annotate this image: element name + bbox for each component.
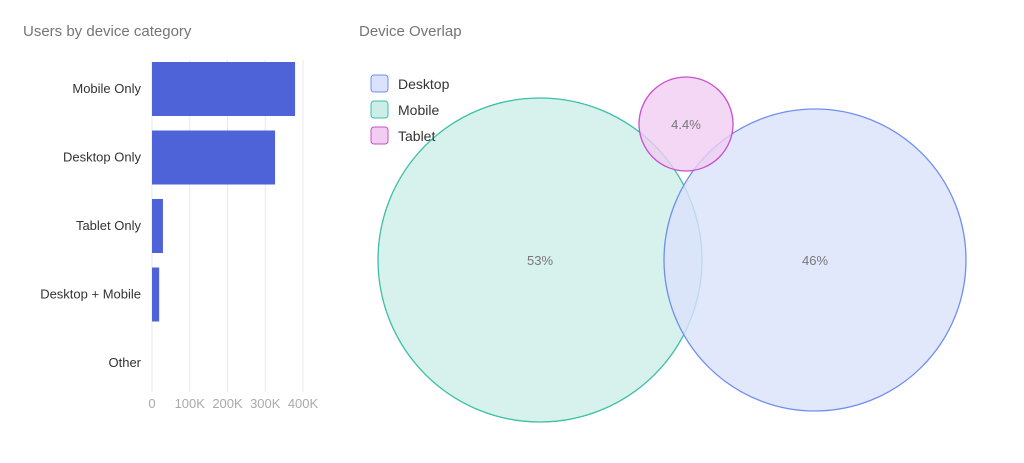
legend-label: Tablet [398,128,435,144]
bar [152,62,296,116]
venn-value-mobile: 53% [527,253,553,268]
venn-circle-tablet [638,76,734,172]
legend-label: Desktop [398,76,450,92]
category-label: Tablet Only [76,218,142,233]
legend-swatch [370,74,389,93]
category-label: Other [108,355,141,370]
category-label: Mobile Only [72,81,141,96]
venn-value-tablet: 4.4% [671,117,701,132]
venn-chart-title: Device Overlap [359,23,462,40]
x-tick-label: 200K [212,396,243,411]
venn-value-desktop: 46% [802,253,828,268]
legend-swatch [370,126,389,145]
legend-swatch [370,100,389,119]
bar-chart-title: Users by device category [23,23,192,40]
legend-label: Mobile [398,102,439,118]
bar [152,267,160,322]
x-tick-label: 400K [288,396,319,411]
category-label: Desktop + Mobile [40,287,141,302]
category-label: Desktop Only [63,150,142,165]
x-tick-label: 300K [250,396,281,411]
bar [152,199,163,253]
bar [152,130,276,185]
x-tick-label: 100K [175,396,206,411]
x-tick-label: 0 [148,396,155,411]
venn-circle-desktop [663,108,967,412]
